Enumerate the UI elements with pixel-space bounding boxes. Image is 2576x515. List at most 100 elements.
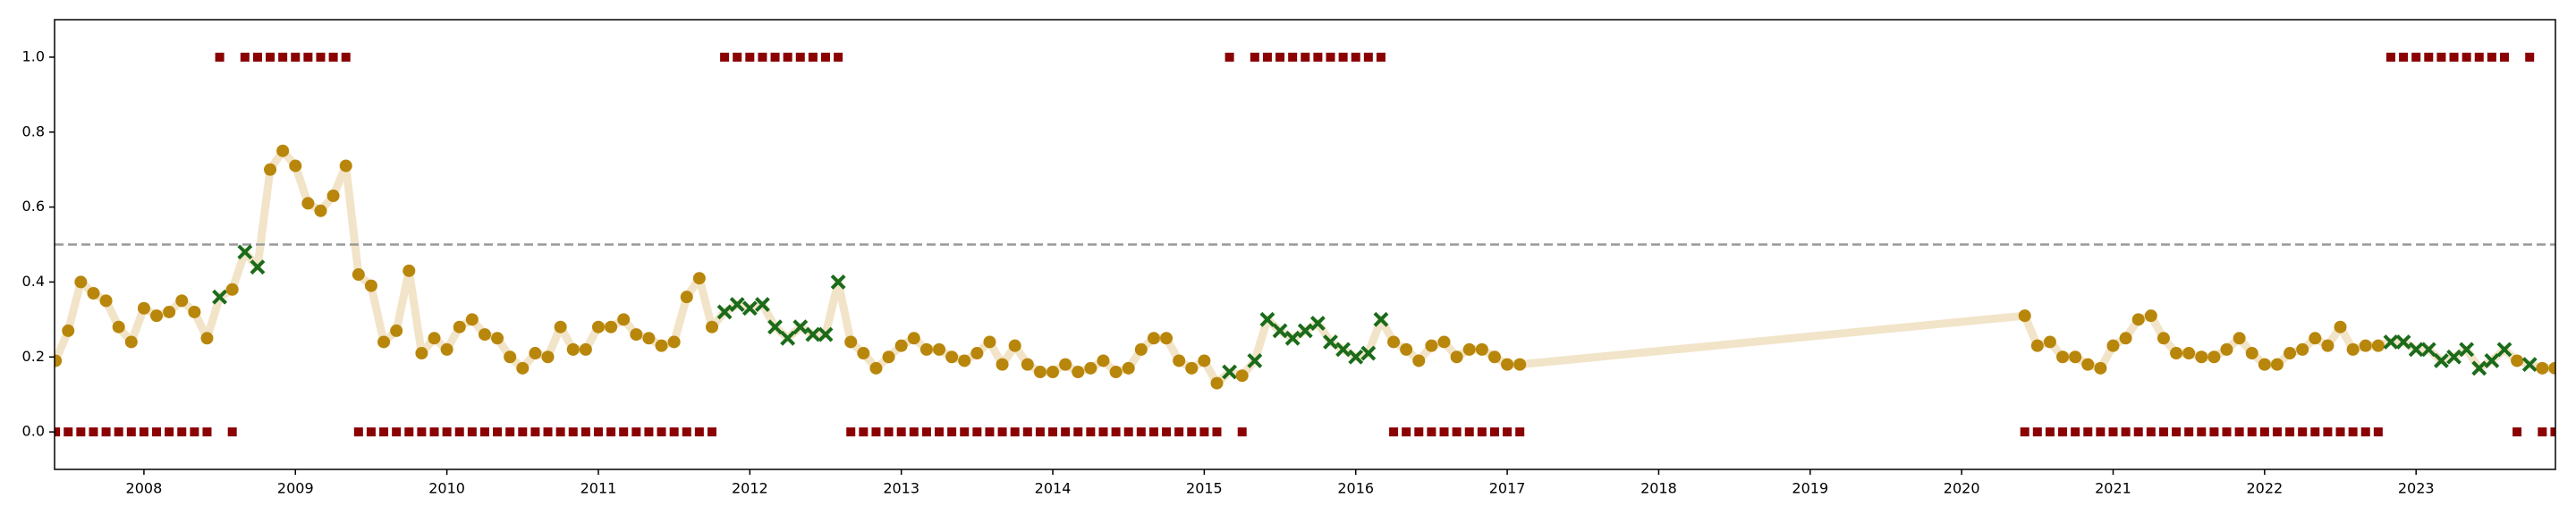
x-tick-label: 2017 [1489,480,1526,497]
point [200,332,214,345]
label-square [1199,427,1209,437]
x-tick-label: 2008 [126,480,163,497]
point [2094,361,2107,375]
point [2170,347,2183,360]
miss-point [1222,364,1238,380]
label-square [1098,427,1108,437]
label-square [1503,427,1513,437]
label-square [1136,427,1146,437]
point [2106,339,2120,352]
point [2334,320,2347,333]
label-square [1022,427,1032,437]
label-square [442,427,452,437]
point [2536,361,2549,375]
point [2321,339,2334,352]
label-square [2197,427,2207,437]
point [1387,335,1401,349]
point [2371,339,2385,352]
point [529,347,542,360]
label-square [303,52,313,62]
label-square [1515,427,1525,437]
point [55,354,63,367]
point [491,332,504,345]
label-square [2020,427,2029,437]
point [2270,358,2284,371]
point [933,342,946,356]
label-square [960,427,970,437]
label-square [2298,427,2308,437]
point [996,358,1009,371]
label-square [884,427,894,437]
label-square [694,427,704,437]
point [2245,347,2258,360]
label-square [1313,52,1323,62]
label-square [202,427,212,437]
miss-point [2484,353,2500,368]
label-square [580,427,590,437]
label-square [2158,427,2168,437]
point [667,335,681,349]
miss-point [741,300,758,317]
y-tick-label: 0.6 [22,198,45,215]
point [2233,332,2246,345]
label-square [1224,52,1234,62]
point [74,275,88,289]
label-square [1338,52,1348,62]
label-square [55,427,61,437]
label-square [745,52,755,62]
miss-point [1297,323,1313,339]
point [1046,366,1060,379]
point [2081,358,2095,371]
label-square [493,427,503,437]
point [1425,339,1438,352]
label-square [935,427,945,437]
point [1235,369,1249,383]
label-square [227,427,237,437]
point [2144,309,2157,323]
label-square [821,52,831,62]
label-square [404,427,414,437]
point [983,335,996,349]
point [2511,354,2524,367]
point [2131,313,2145,326]
label-square [278,52,288,62]
label-square [568,427,578,437]
x-tick-label: 2013 [883,480,919,497]
point [970,347,984,360]
label-square [947,427,957,437]
miss-point [2383,334,2399,350]
label-square [114,427,123,437]
label-square [783,52,792,62]
y-tick-label: 0.8 [22,122,45,139]
label-square [2360,427,2370,437]
point [1173,354,1186,367]
label-square [1061,427,1071,437]
label-square [2348,427,2358,437]
miss-point [2395,334,2411,350]
label-square [2234,427,2244,437]
x-tick-label: 2023 [2398,480,2435,497]
label-square [2121,427,2131,437]
label-square [2222,427,2232,437]
point [440,342,453,356]
label-square [479,427,489,437]
point [1160,332,1174,345]
label-square [2323,427,2333,437]
label-square [1452,427,1462,437]
label-square [1250,52,1259,62]
label-square [126,427,136,437]
point [630,328,643,342]
label-square [177,427,187,437]
label-square [1237,427,1247,437]
point [2195,350,2208,364]
label-square [101,427,111,437]
x-tick-label: 2020 [1944,480,1980,497]
label-square [240,52,250,62]
label-square [2083,427,2093,437]
miss-point [780,330,796,346]
point [2258,358,2271,371]
point [1487,350,1501,364]
label-square [1464,427,1474,437]
label-square [606,427,616,437]
label-square [808,52,818,62]
